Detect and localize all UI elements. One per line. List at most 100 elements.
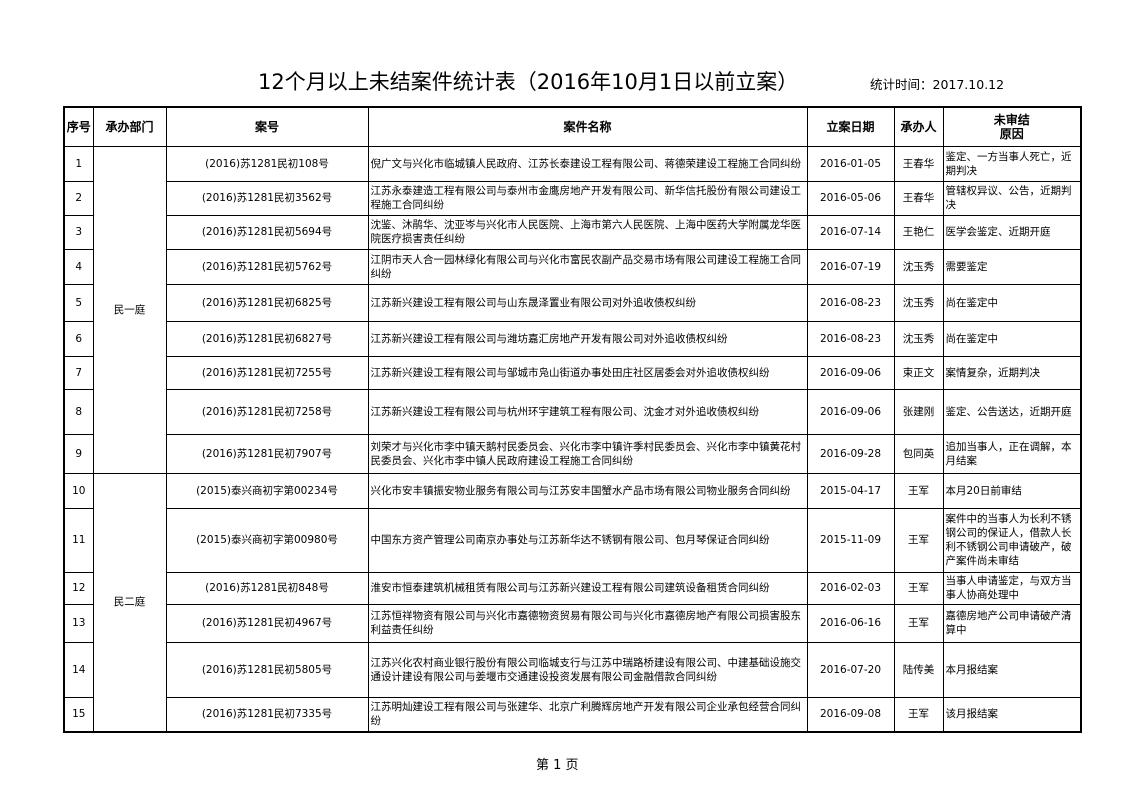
- case-name-cell: 江苏新兴建设工程有限公司与山东晟泽置业有限公司对外追收债权纠纷: [367, 283, 808, 322]
- reason-cell: 该月报结案: [942, 696, 1082, 733]
- cases-table: 序号 承办部门 案号 案件名称 立案日期 承办人 未审结 原因 1 民一庭 (2016…: [63, 106, 1082, 733]
- case-name-cell: 江苏永泰建造工程有限公司与泰州市金鹰房地产开发有限公司、新华信托股份有限公司建设…: [367, 180, 808, 216]
- table-row: 3 (2016)苏1281民初5694号 沈鉴、沐鹃华、沈亚岑与兴化市人民医院、上海…: [63, 214, 1082, 250]
- case-no-cell: (2016)苏1281民初108号: [165, 145, 369, 182]
- dept-cell: 民一庭: [92, 145, 167, 474]
- reason-cell: 本月报结案: [942, 641, 1082, 698]
- case-name-cell: 倪广文与兴化市临城镇人民政府、江苏长泰建设工程有限公司、蒋德荣建设工程施工合同纠…: [367, 145, 808, 182]
- date-cell: 2016-08-23: [806, 283, 895, 322]
- table-row: 4 (2016)苏1281民初5762号 江阴市天人合一园林绿化有限公司与兴化市富民…: [63, 248, 1082, 285]
- seq-cell: 13: [63, 603, 94, 643]
- case-name-cell: 江苏恒祥物资有限公司与兴化市嘉德物资贸易有限公司与兴化市嘉德房地产有限公司损害股…: [367, 603, 808, 643]
- header-row: 序号 承办部门 案号 案件名称 立案日期 承办人 未审结 原因: [63, 106, 1082, 147]
- case-name-cell: 刘荣才与兴化市李中镇天鹅村民委员会、兴化市李中镇许季村民委员会、兴化市李中镇黄花…: [367, 433, 808, 474]
- case-no-cell: (2016)苏1281民初7907号: [165, 433, 369, 474]
- header-reason: 未审结 原因: [942, 106, 1082, 147]
- date-cell: 2016-09-06: [806, 355, 895, 390]
- date-cell: 2016-06-16: [806, 603, 895, 643]
- date-cell: 2016-09-28: [806, 433, 895, 474]
- case-no-cell: (2016)苏1281民初3562号: [165, 180, 369, 216]
- date-cell: 2016-05-06: [806, 180, 895, 216]
- case-name-cell: 中国东方资产管理公司南京办事处与江苏新华达不锈钢有限公司、包月琴保证合同纠纷: [367, 507, 808, 573]
- judge-cell: 张建刚: [893, 388, 944, 435]
- date-cell: 2015-04-17: [806, 472, 895, 509]
- judge-cell: 陆传美: [893, 641, 944, 698]
- case-no-cell: (2016)苏1281民初7258号: [165, 388, 369, 435]
- case-name-cell: 江苏明灿建设工程有限公司与张建华、北京广利腾辉房地产开发有限公司企业承包经营合同…: [367, 696, 808, 733]
- reason-cell: 本月20日前审结: [942, 472, 1082, 509]
- reason-cell: 尚在鉴定中: [942, 283, 1082, 322]
- seq-cell: 8: [63, 388, 94, 435]
- judge-cell: 沈玉秀: [893, 283, 944, 322]
- reason-cell: 医学会鉴定、近期开庭: [942, 214, 1082, 250]
- reason-cell: 追加当事人，正在调解，本月结案: [942, 433, 1082, 474]
- table-row: 13 (2016)苏1281民初4967号 江苏恒祥物资有限公司与兴化市嘉德物资贸易…: [63, 603, 1082, 643]
- case-no-cell: (2015)泰兴商初字第00234号: [165, 472, 369, 509]
- reason-cell: 尚在鉴定中: [942, 320, 1082, 357]
- case-no-cell: (2016)苏1281民初6825号: [165, 283, 369, 322]
- table-row: 8 (2016)苏1281民初7258号 江苏新兴建设工程有限公司与杭州环宇建筑工程…: [63, 388, 1082, 435]
- seq-cell: 11: [63, 507, 94, 573]
- case-no-cell: (2016)苏1281民初848号: [165, 571, 369, 605]
- case-name-cell: 沈鉴、沐鹃华、沈亚岑与兴化市人民医院、上海市第六人民医院、上海中医药大学附属龙华…: [367, 214, 808, 250]
- date-cell: 2015-11-09: [806, 507, 895, 573]
- header-dept: 承办部门: [92, 106, 167, 147]
- judge-cell: 王艳仁: [893, 214, 944, 250]
- date-cell: 2016-07-19: [806, 248, 895, 285]
- header-reason-line2: 原因: [999, 126, 1024, 141]
- table-row: 5 (2016)苏1281民初6825号 江苏新兴建设工程有限公司与山东晟泽置业有限…: [63, 283, 1082, 322]
- seq-cell: 10: [63, 472, 94, 509]
- judge-cell: 王军: [893, 571, 944, 605]
- table-row: 11 (2015)泰兴商初字第00980号 中国东方资产管理公司南京办事处与江苏新华…: [63, 507, 1082, 573]
- reason-cell: 管辖权异议、公告，近期判决: [942, 180, 1082, 216]
- dept-cell: 民二庭: [92, 472, 167, 733]
- case-no-cell: (2016)苏1281民初5694号: [165, 214, 369, 250]
- table-row: 2 (2016)苏1281民初3562号 江苏永泰建造工程有限公司与泰州市金鹰房地产…: [63, 180, 1082, 216]
- case-name-cell: 江苏新兴建设工程有限公司与潍坊嘉汇房地产开发有限公司对外追收债权纠纷: [367, 320, 808, 357]
- judge-cell: 王军: [893, 507, 944, 573]
- judge-cell: 王军: [893, 472, 944, 509]
- case-name-cell: 淮安市恒泰建筑机械租赁有限公司与江苏新兴建设工程有限公司建筑设备租赁合同纠纷: [367, 571, 808, 605]
- table-row: 7 (2016)苏1281民初7255号 江苏新兴建设工程有限公司与邹城市凫山街道办…: [63, 355, 1082, 390]
- case-no-cell: (2016)苏1281民初6827号: [165, 320, 369, 357]
- table-row: 15 (2016)苏1281民初7335号 江苏明灿建设工程有限公司与张建华、北京广…: [63, 696, 1082, 733]
- judge-cell: 沈玉秀: [893, 248, 944, 285]
- seq-cell: 7: [63, 355, 94, 390]
- header-case-no: 案号: [165, 106, 369, 147]
- reason-cell: 鉴定、一方当事人死亡，近期判决: [942, 145, 1082, 182]
- table-row: 12 (2016)苏1281民初848号 淮安市恒泰建筑机械租赁有限公司与江苏新兴建…: [63, 571, 1082, 605]
- reason-cell: 案情复杂，近期判决: [942, 355, 1082, 390]
- judge-cell: 包同英: [893, 433, 944, 474]
- seq-cell: 6: [63, 320, 94, 357]
- date-cell: 2016-07-14: [806, 214, 895, 250]
- seq-cell: 3: [63, 214, 94, 250]
- header-seq: 序号: [63, 106, 94, 147]
- statistics-time: 统计时间：2017.10.12: [870, 77, 1005, 92]
- header-judge: 承办人: [893, 106, 944, 147]
- seq-cell: 12: [63, 571, 94, 605]
- case-name-cell: 江苏兴化农村商业银行股份有限公司临城支行与江苏中瑞路桥建设有限公司、中建基础设施…: [367, 641, 808, 698]
- table-row: 10 民二庭 (2015)泰兴商初字第00234号 兴化市安丰镇振安物业服务有限公司与…: [63, 472, 1082, 733]
- seq-cell: 5: [63, 283, 94, 322]
- case-name-cell: 江阴市天人合一园林绿化有限公司与兴化市富民农副产品交易市场有限公司建设工程施工合…: [367, 248, 808, 285]
- date-cell: 2016-09-06: [806, 388, 895, 435]
- judge-cell: 王春华: [893, 145, 944, 182]
- judge-cell: 束正文: [893, 355, 944, 390]
- table-row: 14 (2016)苏1281民初5805号 江苏兴化农村商业银行股份有限公司临城支行…: [63, 641, 1082, 698]
- case-name-cell: 兴化市安丰镇振安物业服务有限公司与江苏安丰国蟹水产品市场有限公司物业服务合同纠纷: [367, 472, 808, 509]
- seq-cell: 9: [63, 433, 94, 474]
- case-no-cell: (2016)苏1281民初4967号: [165, 603, 369, 643]
- reason-cell: 当事人申请鉴定，与双方当事人协商处理中: [942, 571, 1082, 605]
- case-no-cell: (2016)苏1281民初7255号: [165, 355, 369, 390]
- judge-cell: 沈玉秀: [893, 320, 944, 357]
- table-row: 1 民一庭 (2016)苏1281民初108号 倪广文与兴化市临城镇人民政府、江苏长泰…: [63, 145, 1082, 474]
- case-no-cell: (2016)苏1281民初7335号: [165, 696, 369, 733]
- header-reason-line1: 未审结: [993, 112, 1030, 127]
- case-no-cell: (2016)苏1281民初5805号: [165, 641, 369, 698]
- case-name-cell: 江苏新兴建设工程有限公司与杭州环宇建筑工程有限公司、沈金才对外追收债权纠纷: [367, 388, 808, 435]
- date-cell: 2016-02-03: [806, 571, 895, 605]
- page-title: 12个月以上未结案件统计表（2016年10月1日以前立案）: [258, 70, 799, 94]
- seq-cell: 1: [63, 145, 94, 182]
- page-number: 第 1 页: [536, 758, 579, 773]
- seq-cell: 4: [63, 248, 94, 285]
